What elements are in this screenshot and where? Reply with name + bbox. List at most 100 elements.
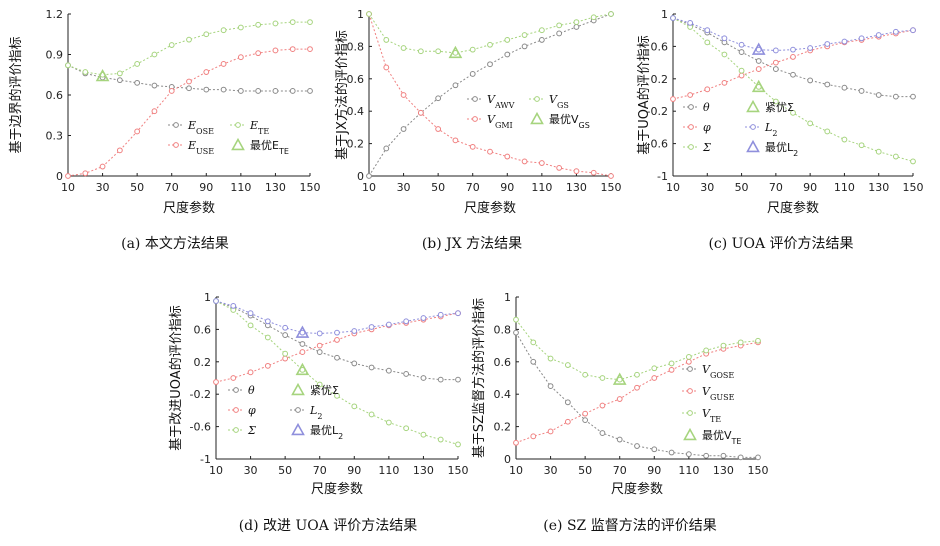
data-point [556,30,563,37]
optimum-marker [448,45,463,59]
legend-label: VGOSE [702,363,734,380]
data-point [807,45,814,51]
data-point [307,88,313,94]
legend-label: ETE [249,119,269,136]
x-tick-label: 90 [647,464,661,477]
legend-label: 紧优Σ [310,384,339,397]
data-point [307,46,313,52]
y-tick-label: 0.6 [194,323,212,336]
legend-marker [688,144,694,150]
legend-marker [233,387,239,393]
legend-label: 最优L2 [310,424,343,441]
data-point [272,20,279,27]
y-tick-label: 1 [661,8,668,21]
chart-d: 10 30 50 70 90 110 130 150 -1 -0.6 -0.2 0.2 0.6 1 尺度参数… [168,291,469,534]
data-point [186,78,192,85]
data-point [521,43,528,50]
y-tick-label: 0 [357,170,364,183]
legend-marker [687,366,693,372]
legend-label: φ [703,121,711,134]
data-point [858,142,865,149]
x-tick-label: 150 [448,464,469,477]
data-point [720,452,727,459]
x-tick-label: 10 [209,464,223,477]
legend-marker [173,142,179,148]
data-point [755,66,762,72]
data-point [316,349,323,355]
x-tick-label: 70 [313,464,327,477]
y-tick-label: 0.9 [46,49,64,62]
y-tick-label: 0.8 [494,323,512,336]
data-point [651,446,658,453]
data-point [282,355,289,362]
data-point [504,37,511,43]
data-point [772,59,779,66]
data-point [452,137,459,144]
data-point [220,61,227,67]
data-point [573,168,580,175]
data-point [573,19,580,26]
y-tick-label: 0.6 [494,356,512,369]
legend-marker [233,427,239,433]
data-point [351,360,358,367]
optimum-marker [295,362,310,376]
data-point [582,371,589,378]
data-point [99,163,106,170]
y-tick-label: 0.2 [194,356,212,369]
data-point [400,92,407,98]
legend-marker [746,99,760,113]
x-tick-label: 150 [601,181,622,194]
legend-marker [233,407,239,413]
data-point [334,329,340,336]
data-point [437,376,444,383]
y-tick-label: 1 [504,291,511,304]
data-point [82,170,89,177]
y-tick-label: -0.2 [647,105,668,118]
data-point [824,128,831,135]
data-point [687,20,694,26]
series-line-1 [672,29,914,100]
y-tick-label: 0.6 [347,73,365,86]
data-point [385,367,392,374]
x-tick-label: 130 [566,181,587,194]
y-tick-label: 0.2 [347,138,365,151]
data-point [513,329,519,336]
data-point [590,14,597,21]
data-point [564,418,571,425]
data-point [634,371,640,378]
chart-e: 10 30 50 70 90 110 130 150 0 0.2 0.4 0.6 0.8 1 尺度参数 基于S… [471,291,769,534]
series-line-1 [368,13,612,177]
data-point [383,37,390,43]
data-point [668,449,675,456]
data-point [737,454,744,461]
data-point [435,48,442,55]
data-point [334,392,340,399]
data-point [186,85,192,92]
data-point [247,310,254,317]
data-point [272,47,279,54]
y-axis-label: 基于UOA的评价指标 [636,35,652,154]
x-axis-label: 尺度参数 [611,481,663,497]
legend: VGOSE VGUSE VTE 最优VTE [682,363,741,446]
data-point [704,86,711,93]
data-point [403,318,410,325]
x-tick-label: 70 [769,181,783,194]
data-point [807,120,814,127]
data-point [289,19,296,26]
data-point [385,321,392,328]
data-point [841,136,848,143]
legend-label: VGUSE [702,385,735,402]
x-tick-label: 130 [413,464,434,477]
data-point [910,158,916,165]
legend-label: VGS [549,93,569,110]
data-point [420,375,427,381]
legend-marker [291,382,305,396]
x-tick-label: 10 [509,464,523,477]
series-line-2 [215,300,459,445]
x-axis-label: 尺度参数 [163,200,215,216]
legend-marker [472,96,478,102]
data-point [910,93,916,100]
data-point [755,58,762,64]
data-point [521,158,528,165]
data-point [264,334,271,341]
